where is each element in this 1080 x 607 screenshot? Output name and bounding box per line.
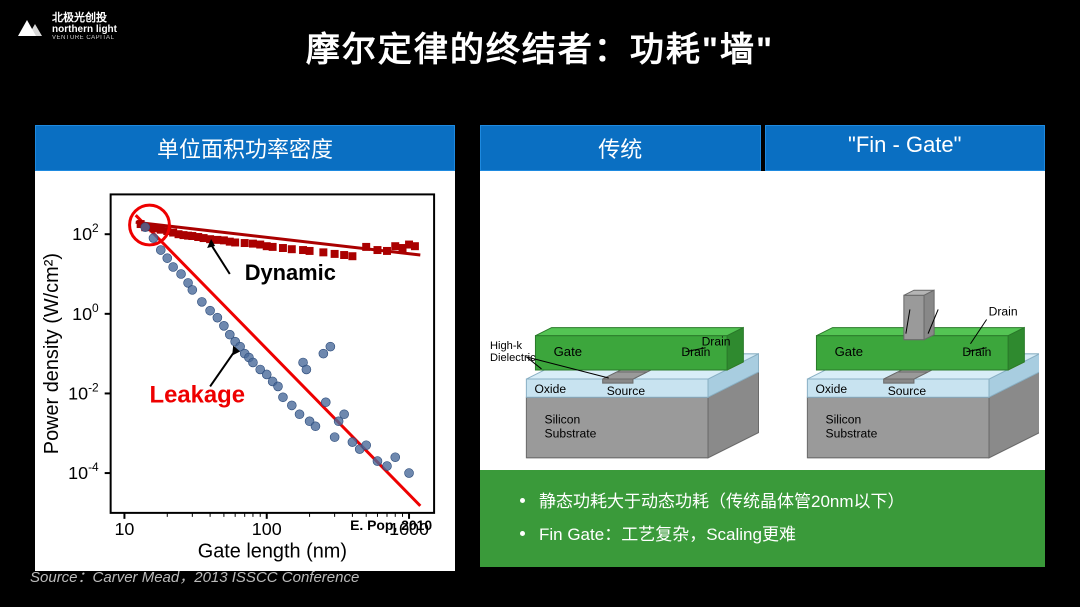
left-column: 单位面积功率密度 10100100010-410-2100102Gate len… — [35, 125, 455, 567]
svg-text:Leakage: Leakage — [149, 381, 245, 408]
svg-text:Drain: Drain — [702, 335, 731, 349]
svg-text:Dynamic: Dynamic — [245, 260, 336, 285]
svg-text:100: 100 — [72, 301, 99, 324]
svg-text:Substrate: Substrate — [825, 427, 877, 441]
svg-text:Oxide: Oxide — [815, 382, 847, 396]
left-header: 单位面积功率密度 — [35, 125, 455, 171]
svg-text:Gate length (nm): Gate length (nm) — [198, 541, 347, 563]
bullet-text: Fin Gate：工艺复杂，Scaling更难 — [539, 519, 796, 551]
svg-text:10-2: 10-2 — [68, 380, 99, 403]
svg-text:Silicon: Silicon — [545, 412, 581, 426]
svg-text:High-k: High-k — [490, 340, 523, 352]
bullet-text: 静态功耗大于动态功耗（传统晶体管20nm以下） — [539, 486, 905, 518]
svg-text:Drain: Drain — [988, 304, 1017, 318]
svg-text:Gate: Gate — [554, 344, 582, 359]
svg-text:E. Pop, 2010: E. Pop, 2010 — [350, 517, 432, 533]
svg-text:10: 10 — [114, 519, 134, 539]
svg-text:102: 102 — [72, 221, 99, 244]
chart-svg: 10100100010-410-2100102Gate length (nm)P… — [36, 172, 454, 570]
header-fingate: "Fin - Gate" — [765, 125, 1046, 171]
diagrams-area: GateDrainSourceOxideSiliconSubstrateHigh… — [480, 171, 1045, 567]
power-density-chart: 10100100010-410-2100102Gate length (nm)P… — [35, 171, 455, 571]
svg-text:Oxide: Oxide — [534, 382, 566, 396]
svg-text:10-4: 10-4 — [68, 460, 99, 483]
slide-title: 摩尔定律的终结者：功耗"墙" — [0, 22, 1080, 71]
content-area: 单位面积功率密度 10100100010-410-2100102Gate len… — [35, 125, 1045, 567]
svg-text:Silicon: Silicon — [825, 412, 861, 426]
svg-text:100: 100 — [252, 519, 282, 539]
svg-text:Source: Source — [607, 384, 646, 398]
bullet-dot — [520, 531, 525, 536]
svg-text:Source: Source — [887, 384, 926, 398]
right-column: 传统 "Fin - Gate" Gate Drain Source Oxide Sili… — [480, 125, 1045, 567]
bullet-box: 静态功耗大于动态功耗（传统晶体管20nm以下）Fin Gate：工艺复杂，Sca… — [480, 470, 1045, 567]
source-text: Source：Carver Mead，2013 ISSCC Conference — [30, 566, 359, 587]
svg-text:Power density (W/cm²): Power density (W/cm²) — [41, 253, 63, 454]
right-headers: 传统 "Fin - Gate" — [480, 125, 1045, 171]
svg-text:Gate: Gate — [834, 344, 862, 359]
header-traditional: 传统 — [480, 125, 761, 171]
bullet-dot — [520, 498, 525, 503]
svg-text:Substrate: Substrate — [545, 427, 597, 441]
